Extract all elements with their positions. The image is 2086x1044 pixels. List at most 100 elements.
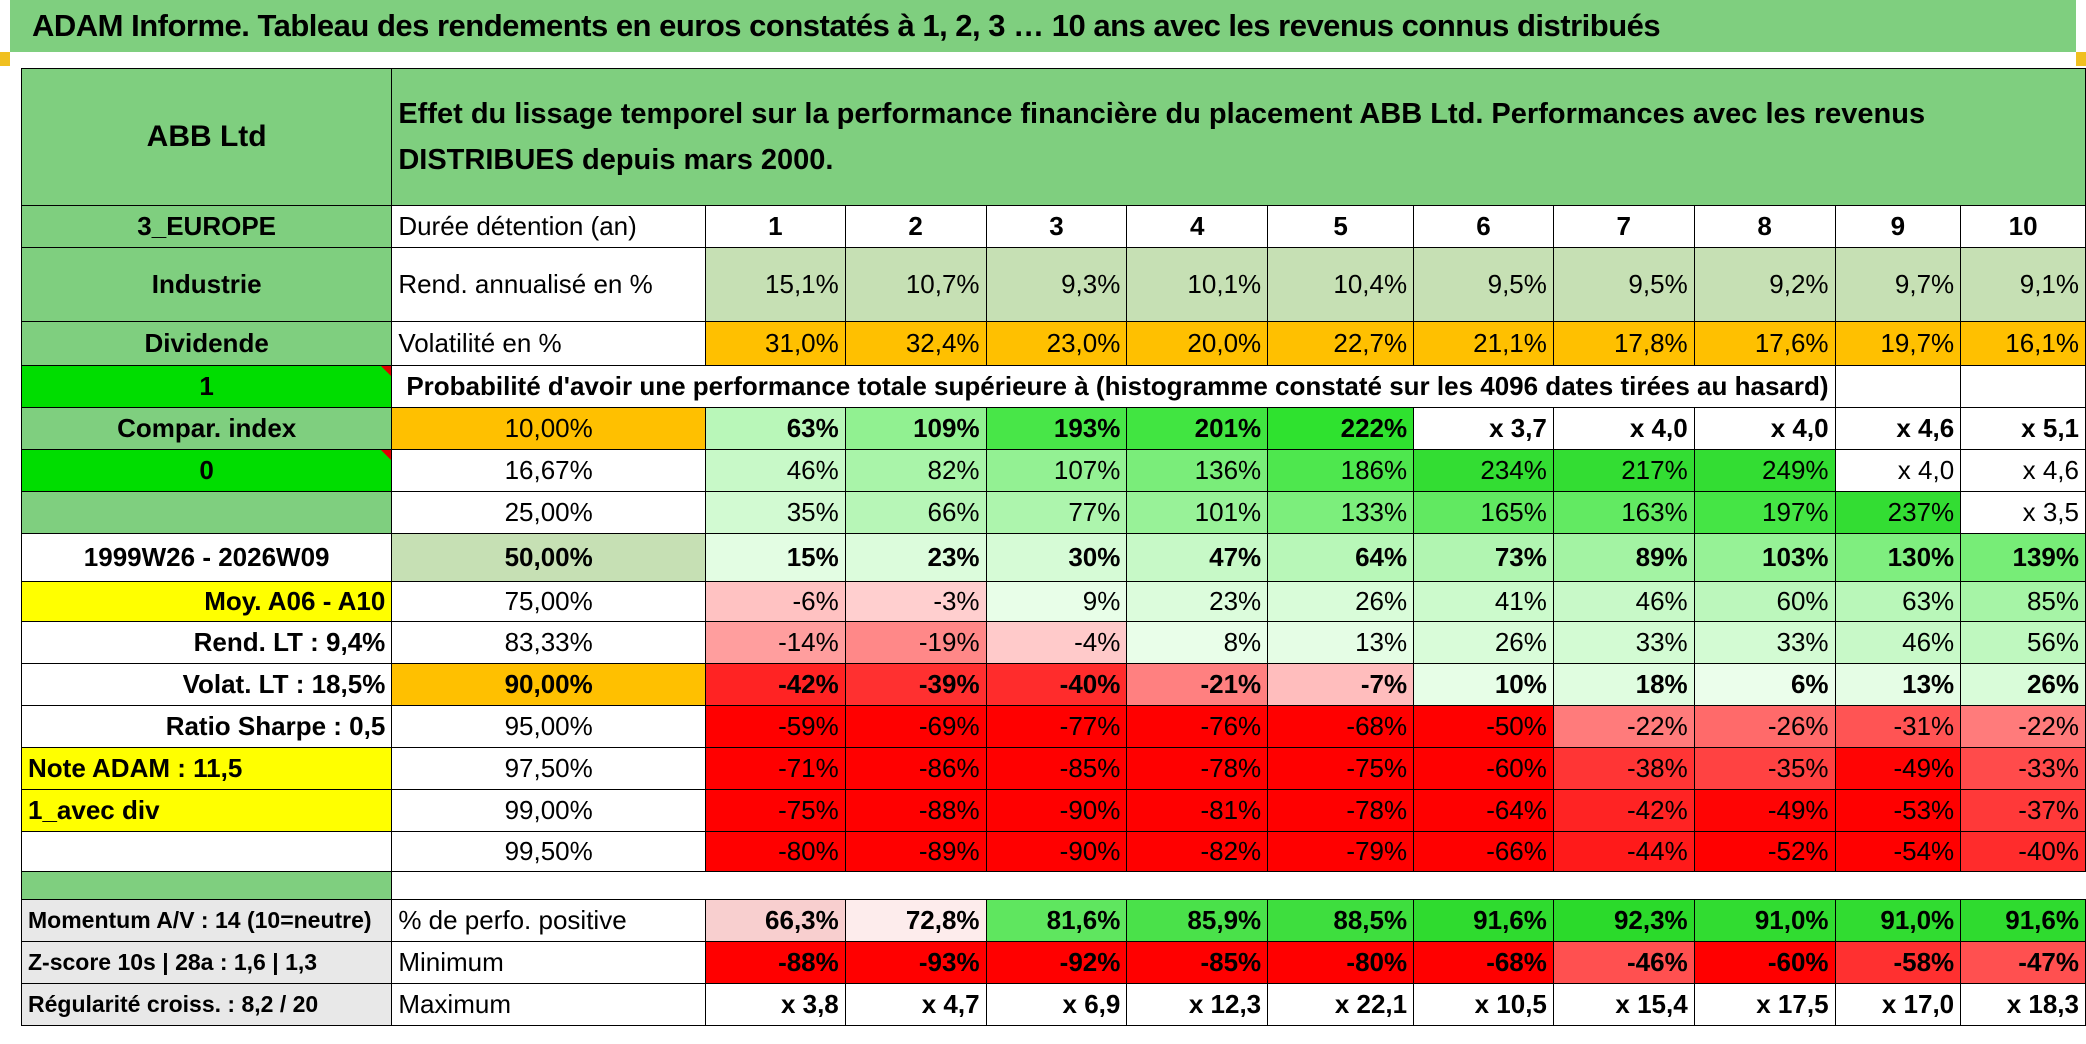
zscore-label: Z-score 10s | 28a : 1,6 | 1,3	[20, 941, 393, 984]
vol-value: 22,7%	[1267, 321, 1415, 366]
momentum-label: Momentum A/V : 14 (10=neutre)	[20, 899, 393, 942]
probability-value: 163%	[1552, 491, 1695, 534]
probability-value: -75%	[1267, 747, 1415, 790]
maximum-value: x 4,7	[844, 983, 987, 1026]
vol-value: 21,1%	[1413, 321, 1554, 366]
maximum-value: x 10,5	[1413, 983, 1554, 1026]
probability-value: -78%	[1126, 747, 1269, 790]
type-label: Dividende	[20, 321, 393, 366]
probability-value: 197%	[1693, 491, 1836, 534]
rend-value: 10,4%	[1267, 247, 1415, 322]
positive-value: 88,5%	[1267, 899, 1415, 942]
probability-value: x 3,7	[1413, 407, 1554, 450]
probability-value: -44%	[1552, 831, 1695, 872]
minimum-value: -85%	[1126, 941, 1269, 984]
vol-value: 17,8%	[1552, 321, 1695, 366]
probability-value: 217%	[1552, 449, 1695, 492]
rend-value: 10,1%	[1126, 247, 1269, 322]
probability-value: -33%	[1960, 747, 2086, 790]
probability-value: 41%	[1413, 581, 1554, 622]
probability-value: 56%	[1960, 621, 2086, 664]
probability-value: -89%	[844, 831, 987, 872]
sector-label: Industrie	[20, 247, 393, 322]
probability-value: 26%	[1267, 581, 1415, 622]
probability-value: 82%	[844, 449, 987, 492]
probability-value: 77%	[985, 491, 1128, 534]
probability-value: -7%	[1267, 663, 1415, 706]
probability-threshold: 25,00%	[391, 491, 706, 534]
probability-value: 64%	[1267, 533, 1415, 582]
rend-label: Rend. annualisé en %	[391, 247, 706, 322]
probability-value: -71%	[705, 747, 846, 790]
probability-value: -79%	[1267, 831, 1415, 872]
probability-value: 13%	[1834, 663, 1962, 706]
probability-value: 6%	[1693, 663, 1836, 706]
probability-value: -37%	[1960, 789, 2086, 832]
probability-value: x 3,5	[1960, 491, 2086, 534]
probability-value: -49%	[1693, 789, 1836, 832]
rend-value: 9,3%	[985, 247, 1128, 322]
flag-2: 0	[20, 449, 393, 492]
mode-label: 1_avec div	[20, 789, 393, 832]
year-header: 1	[705, 205, 846, 248]
probability-value: -54%	[1834, 831, 1962, 872]
probability-value: 63%	[705, 407, 846, 450]
positive-value: 91,0%	[1693, 899, 1836, 942]
vol-value: 20,0%	[1126, 321, 1269, 366]
probability-value: 33%	[1693, 621, 1836, 664]
probability-value: -38%	[1552, 747, 1695, 790]
positive-value: 81,6%	[985, 899, 1128, 942]
probability-value: 165%	[1413, 491, 1554, 534]
probability-value: -40%	[985, 663, 1128, 706]
probability-value: 234%	[1413, 449, 1554, 492]
year-header: 6	[1413, 205, 1554, 248]
probability-value: 222%	[1267, 407, 1415, 450]
rend-value: 9,2%	[1693, 247, 1836, 322]
probability-value: 46%	[1834, 621, 1962, 664]
probability-value: -31%	[1834, 705, 1962, 748]
rend-value: 10,7%	[844, 247, 987, 322]
probability-value: 35%	[705, 491, 846, 534]
probability-threshold: 90,00%	[391, 663, 706, 706]
probability-value: -53%	[1834, 789, 1962, 832]
maximum-value: x 3,8	[705, 983, 846, 1026]
probability-value: -88%	[844, 789, 987, 832]
probability-value: -14%	[705, 621, 846, 664]
probability-value: x 5,1	[1960, 407, 2086, 450]
empty-cell	[1960, 365, 2086, 408]
probability-value: 60%	[1693, 581, 1836, 622]
probability-threshold: 83,33%	[391, 621, 706, 664]
positive-value: 91,6%	[1960, 899, 2086, 942]
sharpe-label: Ratio Sharpe : 0,5	[20, 705, 393, 748]
proba-label: Probabilité d'avoir une performance tota…	[391, 365, 1836, 408]
note-label: Note ADAM : 11,5	[20, 747, 393, 790]
rend-value: 9,5%	[1552, 247, 1695, 322]
probability-value: 46%	[705, 449, 846, 492]
probability-value: -75%	[705, 789, 846, 832]
probability-value: -60%	[1413, 747, 1554, 790]
maximum-value: x 22,1	[1267, 983, 1415, 1026]
empty-cell	[20, 831, 393, 872]
probability-value: -4%	[985, 621, 1128, 664]
probability-value: 89%	[1552, 533, 1695, 582]
probability-value: 46%	[1552, 581, 1695, 622]
probability-value: 85%	[1960, 581, 2086, 622]
vol-value: 17,6%	[1693, 321, 1836, 366]
duree-label: Durée détention (an)	[391, 205, 706, 248]
maximum-value: x 17,5	[1693, 983, 1836, 1026]
probability-value: -22%	[1552, 705, 1695, 748]
probability-value: 109%	[844, 407, 987, 450]
probability-value: -42%	[1552, 789, 1695, 832]
probability-value: x 4,0	[1693, 407, 1836, 450]
probability-value: -66%	[1413, 831, 1554, 872]
probability-threshold: 10,00%	[391, 407, 706, 450]
probability-value: 237%	[1834, 491, 1962, 534]
probability-value: 8%	[1126, 621, 1269, 664]
probability-value: -59%	[705, 705, 846, 748]
maximum-value: x 15,4	[1552, 983, 1695, 1026]
region-label: 3_EUROPE	[20, 205, 393, 248]
year-header: 2	[844, 205, 987, 248]
probability-value: -6%	[705, 581, 846, 622]
probability-value: x 4,0	[1834, 449, 1962, 492]
probability-value: -85%	[985, 747, 1128, 790]
